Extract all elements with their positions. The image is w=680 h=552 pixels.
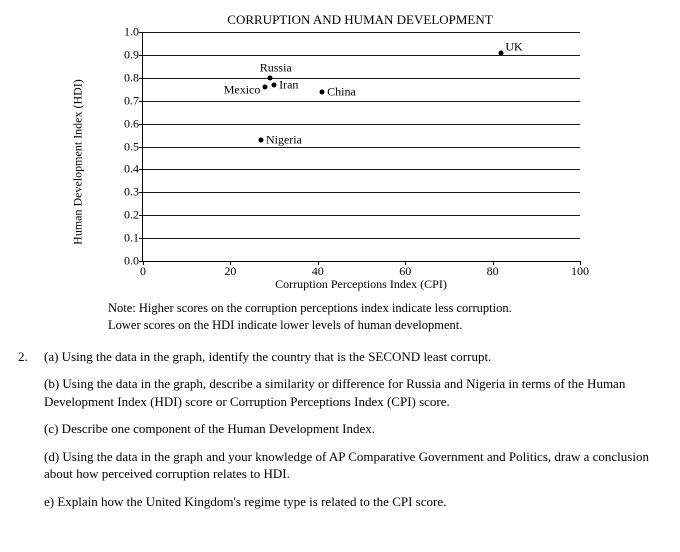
note-line-1: Note: Higher scores on the corruption pe… [108, 301, 512, 315]
ytick-label: 0.2 [124, 208, 143, 223]
data-point-label: Russia [260, 60, 292, 75]
question-a: 2. (a) Using the data in the graph, iden… [18, 348, 662, 366]
data-point-label: UK [505, 39, 522, 54]
question-block: 2. (a) Using the data in the graph, iden… [18, 348, 662, 511]
question-a-text: (a) Using the data in the graph, identif… [44, 348, 662, 366]
gridline [143, 215, 580, 216]
plot-inner: Russia Iran Mexico China Nigeria UK [143, 32, 580, 261]
gridline [143, 32, 580, 33]
gridline [143, 192, 580, 193]
question-c-text: (c) Describe one component of the Human … [44, 420, 662, 438]
ytick-label: 0.4 [124, 162, 143, 177]
question-b-text: (b) Using the data in the graph, describ… [44, 375, 662, 410]
ytick-label: 0.7 [124, 93, 143, 108]
note-line-2: Lower scores on the HDI indicate lower l… [108, 318, 462, 332]
data-point-label: China [327, 84, 356, 99]
question-c: (c) Describe one component of the Human … [18, 420, 662, 438]
ytick-label: 0.8 [124, 70, 143, 85]
ytick-label: 0.9 [124, 47, 143, 62]
ytick-label: 0.1 [124, 231, 143, 246]
question-d-text: (d) Using the data in the graph and your… [44, 448, 662, 483]
ytick-label: 0.5 [124, 139, 143, 154]
question-d: (d) Using the data in the graph and your… [18, 448, 662, 483]
gridline [143, 238, 580, 239]
y-axis-label: Human Development Index (HDI) [71, 79, 86, 245]
chart-container: CORRUPTION AND HUMAN DEVELOPMENT Human D… [90, 12, 590, 292]
gridline [143, 55, 580, 56]
ytick-label: 0.6 [124, 116, 143, 131]
gridline [143, 169, 580, 170]
question-b: (b) Using the data in the graph, describ… [18, 375, 662, 410]
data-point [263, 84, 268, 89]
plot-area: RussiaIranMexicoChinaNigeriaUK 0.00.10.2… [142, 32, 580, 262]
gridline [143, 101, 580, 102]
ytick-label: 1.0 [124, 25, 143, 40]
data-point [499, 50, 504, 55]
question-e-text: e) Explain how the United Kingdom's regi… [44, 493, 662, 511]
chart-title: CORRUPTION AND HUMAN DEVELOPMENT [130, 12, 590, 28]
chart-body: Human Development Index (HDI) RussiaIran… [90, 32, 590, 292]
chart-note: Note: Higher scores on the corruption pe… [108, 300, 662, 334]
x-axis-label: Corruption Perceptions Index (CPI) [142, 277, 580, 292]
data-point [320, 89, 325, 94]
question-e: e) Explain how the United Kingdom's regi… [18, 493, 662, 511]
gridline [143, 124, 580, 125]
data-point [258, 137, 263, 142]
data-point-label: Nigeria [266, 132, 302, 147]
data-point [272, 82, 277, 87]
ytick-label: 0.3 [124, 185, 143, 200]
data-point [267, 75, 272, 80]
data-point-label: Iran [279, 77, 298, 92]
gridline [143, 78, 580, 79]
data-point-label: Mexico [224, 82, 261, 97]
question-number: 2. [18, 348, 44, 366]
gridline [143, 147, 580, 148]
